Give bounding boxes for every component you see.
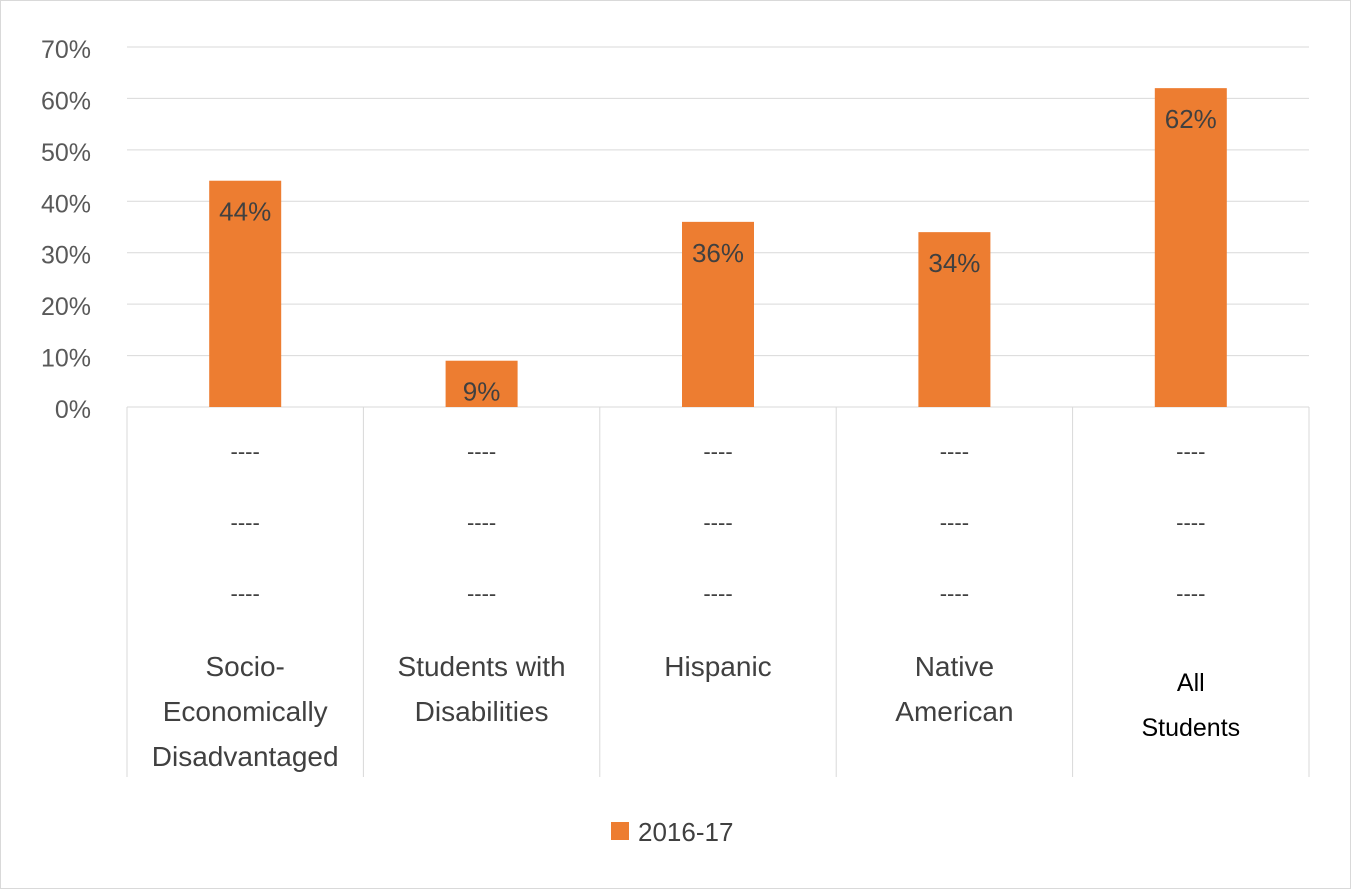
- y-tick-label: 10%: [41, 345, 91, 373]
- category-sub-label: ----: [1176, 510, 1205, 535]
- category-sub-label: ----: [1176, 439, 1205, 464]
- category-sub-label: ----: [231, 581, 260, 606]
- category-label: Students: [1141, 714, 1240, 742]
- y-axis-tick-labels: 0% 10% 20% 30% 40% 50% 60% 70%: [41, 36, 91, 424]
- data-label: 44%: [219, 197, 271, 227]
- bars: [209, 88, 1227, 408]
- category-label: Economically: [163, 696, 328, 727]
- category-sub-label: ----: [231, 439, 260, 464]
- category-label: Students with: [398, 651, 566, 682]
- category-label: American: [895, 696, 1013, 727]
- category-sub-label: ----: [231, 510, 260, 535]
- category-label: Hispanic: [664, 651, 771, 682]
- category-label: Disadvantaged: [152, 741, 339, 772]
- category-sub-label: ----: [703, 581, 732, 606]
- y-tick-label: 70%: [41, 36, 91, 64]
- data-labels: 44% 9% 36% 34% 62%: [219, 104, 1217, 407]
- data-label: 62%: [1165, 104, 1217, 134]
- data-label: 9%: [463, 377, 501, 407]
- y-tick-label: 30%: [41, 242, 91, 270]
- category-label: Native: [915, 651, 994, 682]
- y-tick-label: 60%: [41, 87, 91, 115]
- data-label: 34%: [928, 248, 980, 278]
- y-tick-label: 20%: [41, 293, 91, 321]
- category-sub-label: ----: [467, 439, 496, 464]
- category-label: Disabilities: [415, 696, 549, 727]
- y-tick-label: 40%: [41, 190, 91, 218]
- legend: 2016-17: [611, 817, 733, 847]
- category-sub-label: ----: [703, 510, 732, 535]
- category-sub-label: ----: [940, 581, 969, 606]
- category-label: Socio-: [206, 651, 285, 682]
- category-sub-label: ----: [467, 581, 496, 606]
- data-label: 36%: [692, 238, 744, 268]
- category-label: All: [1177, 669, 1205, 697]
- bar: [445, 360, 518, 407]
- category-sub-label: ----: [467, 510, 496, 535]
- legend-swatch: [611, 822, 629, 840]
- category-sub-label: ----: [940, 439, 969, 464]
- y-tick-label: 0%: [55, 396, 91, 424]
- bar: [918, 232, 991, 407]
- bar: [682, 221, 754, 407]
- bar: [1154, 88, 1227, 408]
- category-sub-label: ----: [1176, 581, 1205, 606]
- bar: [209, 180, 282, 407]
- category-axis-table: ---- ---- ---- Socio- Economically Disadvanta…: [126, 407, 1310, 777]
- category-sub-label: ----: [940, 510, 969, 535]
- category-sub-label: ----: [703, 439, 732, 464]
- legend-label: 2016-17: [638, 817, 733, 847]
- y-tick-label: 50%: [41, 139, 91, 167]
